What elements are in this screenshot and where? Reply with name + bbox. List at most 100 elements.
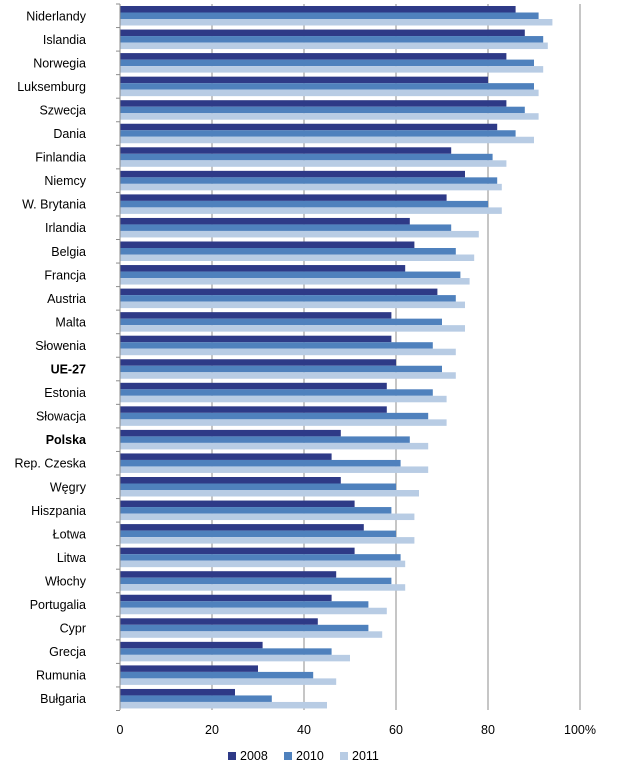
bar-2011-4: [120, 113, 539, 120]
bar-2010-14: [120, 342, 433, 349]
bar-2011-11: [120, 278, 470, 285]
category-label: Rep. Czeska: [14, 457, 86, 471]
category-label: Hiszpania: [31, 504, 86, 518]
x-tick-label: 100%: [564, 723, 596, 737]
category-label: Estonia: [44, 386, 86, 400]
bar-2010-15: [120, 365, 442, 373]
bar-2008-2: [120, 53, 507, 60]
legend-swatch-2008: [228, 752, 236, 760]
legend-swatch-2011: [340, 752, 348, 760]
bar-2011-6: [120, 160, 507, 167]
bar-2008-19: [120, 453, 332, 460]
category-label: Portugalia: [30, 598, 86, 612]
bar-2010-25: [120, 601, 369, 608]
category-label: Malta: [55, 315, 86, 329]
bar-2010-20: [120, 483, 396, 490]
bar-2008-23: [120, 547, 355, 555]
bar-2010-7: [120, 177, 498, 184]
bar-2010-24: [120, 577, 392, 585]
bar-2010-3: [120, 83, 534, 90]
bar-2011-25: [120, 607, 387, 615]
legend-swatch-2010: [284, 752, 292, 760]
bar-2010-16: [120, 389, 433, 396]
category-label: Rumunia: [36, 669, 86, 683]
bar-2008-5: [120, 123, 498, 131]
bars: [120, 6, 553, 709]
bar-2011-23: [120, 560, 406, 568]
bar-2011-18: [120, 442, 429, 450]
bar-2011-7: [120, 183, 502, 191]
bar-2010-26: [120, 624, 369, 632]
bar-2010-22: [120, 530, 396, 538]
bar-2010-17: [120, 412, 429, 420]
bar-2011-2: [120, 66, 544, 73]
bar-2011-0: [120, 19, 553, 26]
bar-2008-4: [120, 100, 507, 107]
bar-2008-18: [120, 429, 341, 437]
bar-2011-20: [120, 490, 419, 497]
category-label: Luksemburg: [17, 80, 86, 94]
category-labels: Niderlandy Islandia Norwegia Luksemburg Szwe…: [14, 9, 87, 706]
bar-2008-11: [120, 265, 406, 272]
bar-2008-16: [120, 382, 387, 390]
bar-2010-27: [120, 648, 332, 655]
bar-2008-13: [120, 312, 392, 319]
x-tick-label: 80: [481, 723, 495, 737]
category-label: Włochy: [45, 574, 87, 588]
x-tick-label: 20: [205, 723, 219, 737]
bar-2011-10: [120, 254, 475, 261]
bar-2011-9: [120, 230, 479, 238]
legend: 2008 2010 2011: [228, 749, 379, 763]
category-label: W. Brytania: [22, 198, 86, 212]
category-label: Słowenia: [35, 339, 86, 353]
bar-2011-22: [120, 537, 415, 544]
bar-2011-12: [120, 301, 465, 309]
bar-2011-28: [120, 678, 337, 685]
bar-2008-9: [120, 217, 410, 225]
category-label: Dania: [53, 127, 86, 141]
bar-2010-8: [120, 200, 488, 208]
category-label: Irlandia: [45, 221, 86, 235]
category-label: Francja: [44, 268, 86, 282]
bar-2010-9: [120, 224, 452, 231]
category-label: Niemcy: [44, 174, 86, 188]
bar-2011-29: [120, 701, 327, 709]
bar-2011-5: [120, 136, 534, 144]
bar-2010-19: [120, 459, 401, 467]
category-label: Słowacja: [36, 410, 86, 424]
bar-2011-3: [120, 89, 539, 97]
category-label: Cypr: [60, 622, 86, 636]
x-tick-label: 0: [117, 723, 124, 737]
category-label: Finlandia: [35, 151, 86, 165]
bar-2010-1: [120, 36, 544, 43]
bar-2010-21: [120, 507, 392, 514]
category-label: Niderlandy: [26, 9, 87, 23]
bar-2008-29: [120, 688, 235, 696]
bar-2010-28: [120, 671, 314, 679]
bar-2010-6: [120, 153, 493, 161]
bar-2008-17: [120, 406, 387, 413]
bar-2011-27: [120, 654, 350, 662]
category-label: Litwa: [57, 551, 86, 565]
bar-2010-4: [120, 106, 525, 114]
x-tick-labels: 0 20 40 60 80 100%: [117, 723, 596, 737]
bar-2010-29: [120, 695, 272, 702]
bar-2008-6: [120, 147, 452, 154]
bar-2008-0: [120, 6, 516, 13]
category-label: Belgia: [51, 245, 86, 259]
x-tick-label: 40: [297, 723, 311, 737]
bar-2008-28: [120, 665, 258, 672]
bar-2011-16: [120, 395, 447, 403]
axes: [116, 3, 121, 711]
bar-2011-26: [120, 631, 383, 638]
bar-2011-17: [120, 419, 447, 426]
bar-2011-8: [120, 207, 502, 214]
category-label: Norwegia: [33, 56, 86, 70]
category-label: Bułgaria: [40, 692, 86, 706]
category-label: Islandia: [43, 33, 86, 47]
bar-2010-0: [120, 12, 539, 19]
category-label: Polska: [46, 433, 87, 447]
bar-2008-22: [120, 524, 364, 531]
bar-2008-20: [120, 477, 341, 484]
